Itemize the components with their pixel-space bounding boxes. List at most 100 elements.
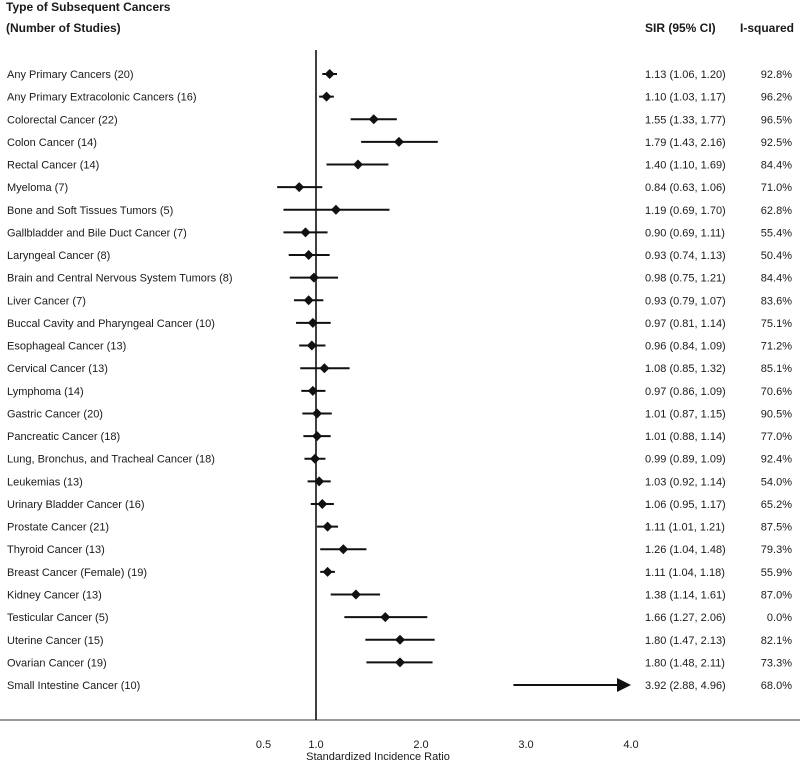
row-label: Rectal Cancer (14) bbox=[7, 160, 99, 172]
row-isquared: 70.6% bbox=[761, 386, 792, 398]
row-isquared: 62.8% bbox=[761, 205, 792, 217]
row-label: Prostate Cancer (21) bbox=[7, 522, 109, 534]
row-sir-ci: 1.40 (1.10, 1.69) bbox=[645, 160, 726, 172]
row-isquared: 68.0% bbox=[761, 680, 792, 692]
x-tick-label: 1.0 bbox=[308, 739, 323, 751]
row-sir-ci: 1.11 (1.04, 1.18) bbox=[645, 567, 725, 579]
row-label: Colorectal Cancer (22) bbox=[7, 114, 118, 126]
x-axis-label: Standardized Incidence Ratio bbox=[306, 751, 450, 762]
row-sir-ci: 0.98 (0.75, 1.21) bbox=[645, 273, 726, 285]
point-estimate bbox=[303, 250, 314, 261]
row-sir-ci: 1.03 (0.92, 1.14) bbox=[645, 476, 726, 488]
row-label: Lung, Bronchus, and Tracheal Cancer (18) bbox=[7, 454, 215, 466]
x-tick-label: 2.0 bbox=[413, 739, 428, 751]
point-estimate bbox=[312, 431, 323, 442]
row-isquared: 90.5% bbox=[761, 408, 792, 420]
point-estimate bbox=[308, 272, 319, 283]
row-sir-ci: 0.84 (0.63, 1.06) bbox=[645, 182, 726, 194]
row-isquared: 55.9% bbox=[761, 567, 792, 579]
row-label: Myeloma (7) bbox=[7, 182, 68, 194]
row-sir-ci: 0.97 (0.86, 1.09) bbox=[645, 386, 726, 398]
point-estimate bbox=[307, 317, 318, 328]
header-title-line2: (Number of Studies) bbox=[6, 21, 121, 35]
point-estimate bbox=[324, 69, 335, 79]
row-label: Testicular Cancer (5) bbox=[7, 612, 108, 624]
point-estimate bbox=[350, 589, 361, 600]
row-sir-ci: 1.55 (1.33, 1.77) bbox=[645, 114, 726, 126]
row-isquared: 83.6% bbox=[761, 295, 792, 307]
point-estimate bbox=[330, 204, 341, 215]
row-isquared: 87.5% bbox=[761, 522, 792, 534]
row-isquared: 77.0% bbox=[761, 431, 792, 443]
point-estimate bbox=[353, 159, 363, 170]
row-label: Bone and Soft Tissues Tumors (5) bbox=[7, 205, 173, 217]
row-sir-ci: 0.96 (0.84, 1.09) bbox=[645, 341, 726, 353]
point-estimate bbox=[306, 340, 317, 351]
x-tick-label: 3.0 bbox=[518, 739, 533, 751]
point-estimate bbox=[309, 453, 320, 464]
row-label: Leukemias (13) bbox=[7, 476, 83, 488]
row-label: Any Primary Cancers (20) bbox=[7, 69, 134, 81]
header-sir-column: SIR (95% CI) bbox=[645, 21, 716, 35]
row-label: Laryngeal Cancer (8) bbox=[7, 250, 110, 262]
row-sir-ci: 1.66 (1.27, 2.06) bbox=[645, 612, 726, 624]
row-isquared: 92.8% bbox=[761, 69, 792, 81]
row-isquared: 96.5% bbox=[761, 114, 792, 126]
row-label: Small Intestine Cancer (10) bbox=[7, 680, 140, 692]
row-label: Uterine Cancer (15) bbox=[7, 635, 104, 647]
row-label: Pancreatic Cancer (18) bbox=[7, 431, 120, 443]
row-isquared: 0.0% bbox=[767, 612, 792, 624]
row-sir-ci: 0.93 (0.74, 1.13) bbox=[645, 250, 726, 262]
row-isquared: 71.2% bbox=[761, 341, 792, 353]
row-sir-ci: 1.08 (0.85, 1.32) bbox=[645, 363, 726, 375]
point-estimate bbox=[317, 498, 328, 509]
row-label: Cervical Cancer (13) bbox=[7, 363, 108, 375]
point-estimate bbox=[319, 363, 330, 374]
row-isquared: 85.1% bbox=[761, 363, 792, 375]
row-sir-ci: 1.10 (1.03, 1.17) bbox=[645, 92, 726, 104]
row-isquared: 87.0% bbox=[761, 589, 792, 601]
row-sir-ci: 1.01 (0.87, 1.15) bbox=[645, 408, 726, 420]
row-isquared: 71.0% bbox=[761, 182, 792, 194]
row-isquared: 75.1% bbox=[761, 318, 792, 330]
row-label: Thyroid Cancer (13) bbox=[7, 544, 105, 556]
row-label: Gastric Cancer (20) bbox=[7, 408, 103, 420]
row-label: Gallbladder and Bile Duct Cancer (7) bbox=[7, 227, 187, 239]
row-sir-ci: 1.26 (1.04, 1.48) bbox=[645, 544, 726, 556]
row-sir-ci: 1.11 (1.01, 1.21) bbox=[645, 522, 725, 534]
row-label: Any Primary Extracolonic Cancers (16) bbox=[7, 92, 197, 104]
ci-arrow bbox=[617, 678, 631, 693]
row-sir-ci: 1.80 (1.47, 2.13) bbox=[645, 635, 726, 647]
row-sir-ci: 0.99 (0.89, 1.09) bbox=[645, 454, 726, 466]
row-label: Buccal Cavity and Pharyngeal Cancer (10) bbox=[7, 318, 215, 330]
point-estimate bbox=[380, 612, 391, 623]
point-estimate bbox=[368, 114, 379, 125]
point-estimate bbox=[312, 408, 323, 419]
row-isquared: 50.4% bbox=[761, 250, 792, 262]
point-estimate bbox=[322, 521, 333, 532]
row-label: Breast Cancer (Female) (19) bbox=[7, 567, 147, 579]
x-tick-label: 4.0 bbox=[623, 739, 638, 751]
row-label: Urinary Bladder Cancer (16) bbox=[7, 499, 145, 511]
row-sir-ci: 1.06 (0.95, 1.17) bbox=[645, 499, 726, 511]
point-estimate bbox=[395, 657, 405, 668]
row-sir-ci: 1.19 (0.69, 1.70) bbox=[645, 205, 726, 217]
row-isquared: 65.2% bbox=[761, 499, 792, 511]
point-estimate bbox=[321, 91, 332, 102]
row-isquared: 84.4% bbox=[761, 273, 792, 285]
point-estimate bbox=[338, 544, 349, 555]
row-sir-ci: 0.90 (0.69, 1.11) bbox=[645, 227, 725, 239]
row-sir-ci: 1.13 (1.06, 1.20) bbox=[645, 69, 726, 81]
row-label: Colon Cancer (14) bbox=[7, 137, 97, 149]
row-label: Lymphoma (14) bbox=[7, 386, 84, 398]
point-estimate bbox=[314, 476, 325, 487]
row-sir-ci: 1.01 (0.88, 1.14) bbox=[645, 431, 726, 443]
row-label: Esophageal Cancer (13) bbox=[7, 341, 126, 353]
point-estimate bbox=[300, 227, 311, 238]
x-tick-label: 0.5 bbox=[256, 739, 271, 751]
row-sir-ci: 1.38 (1.14, 1.61) bbox=[645, 589, 726, 601]
point-estimate bbox=[322, 566, 333, 577]
row-isquared: 92.4% bbox=[761, 454, 792, 466]
row-isquared: 96.2% bbox=[761, 92, 792, 104]
row-isquared: 79.3% bbox=[761, 544, 792, 556]
